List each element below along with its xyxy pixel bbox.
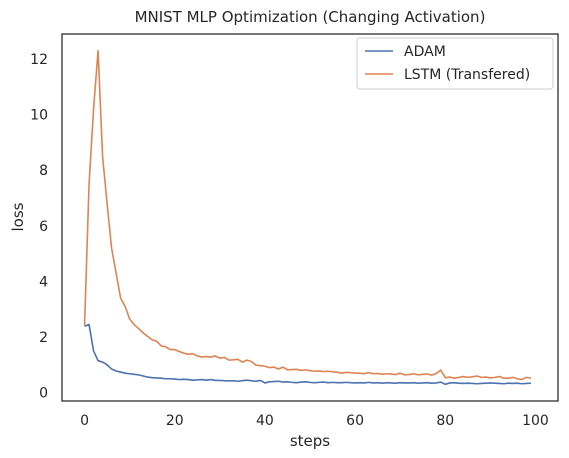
x-tick-label: 0 <box>80 413 89 429</box>
legend-label-lstm: LSTM (Transfered) <box>404 67 530 83</box>
x-tick-label: 20 <box>166 413 184 429</box>
plot-frame <box>61 33 559 402</box>
x-tick-label: 100 <box>522 413 549 429</box>
y-tick-label: 4 <box>39 274 48 290</box>
series-layer <box>83 49 532 386</box>
ticks-layer: 0 20 40 60 80 100 0 2 4 6 8 10 12 <box>30 52 549 429</box>
legend-label-adam: ADAM <box>404 44 446 60</box>
x-tick-label: 60 <box>346 413 364 429</box>
y-tick-label: 0 <box>39 386 48 402</box>
y-tick-label: 2 <box>39 330 48 346</box>
legend: ADAM LSTM (Transfered) <box>356 37 554 90</box>
series-line-lstm <box>83 49 532 381</box>
y-axis-label: loss <box>9 202 27 231</box>
y-tick-label: 6 <box>39 219 48 235</box>
x-axis-label: steps <box>290 432 330 450</box>
y-tick-label: 8 <box>39 163 48 179</box>
legend-box <box>356 37 554 90</box>
y-tick-label: 10 <box>30 108 48 124</box>
chart-title: MNIST MLP Optimization (Changing Activat… <box>135 8 486 26</box>
x-tick-label: 40 <box>256 413 274 429</box>
x-tick-label: 80 <box>436 413 454 429</box>
y-tick-label: 12 <box>30 52 48 68</box>
series-line-adam <box>84 323 531 386</box>
